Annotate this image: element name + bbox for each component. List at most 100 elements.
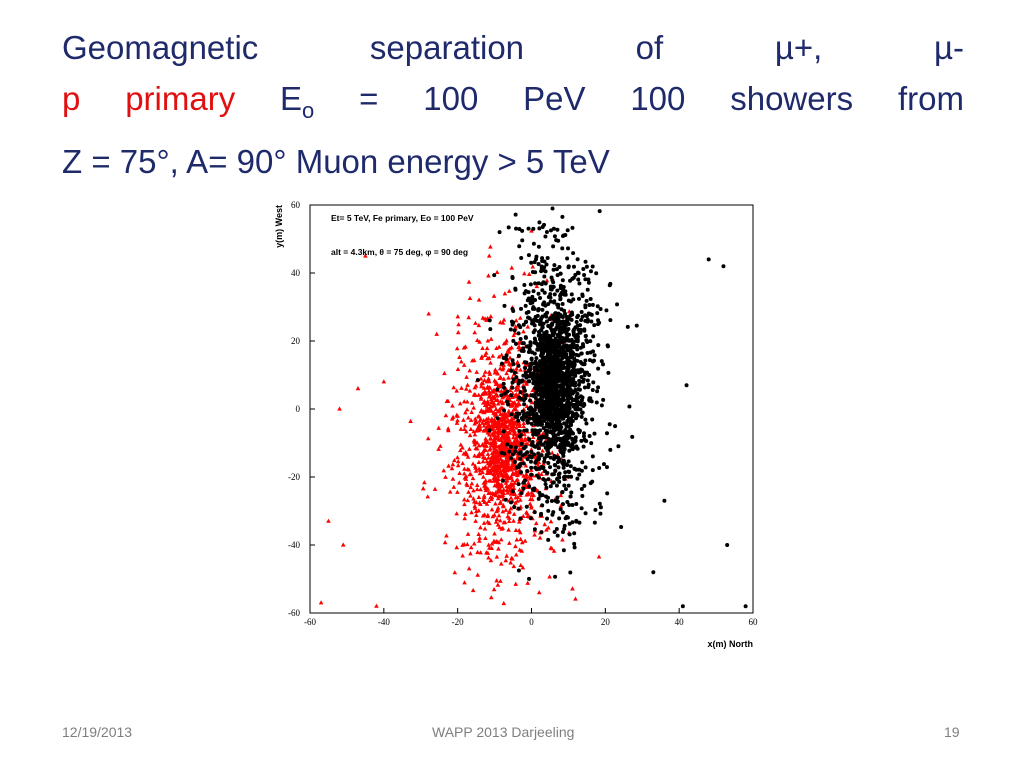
mu-plus-point (517, 446, 522, 451)
title-word: from (897, 80, 964, 117)
mu-plus-point (477, 471, 483, 476)
mu-plus-point (461, 497, 467, 502)
mu-minus-point (588, 481, 593, 486)
mu-minus-point (546, 413, 551, 418)
mu-minus-point (529, 472, 534, 477)
mu-minus-point (538, 409, 543, 414)
mu-minus-point (565, 367, 570, 372)
mu-minus-point (574, 518, 579, 523)
mu-minus-point (539, 385, 544, 390)
mu-minus-point (531, 452, 536, 457)
mu-plus-point (493, 391, 499, 397)
mu-plus-point (473, 392, 478, 397)
mu-minus-point (547, 363, 552, 368)
mu-plus-point (452, 457, 457, 463)
mu-minus-point (562, 421, 567, 426)
mu-plus-point (443, 474, 448, 479)
mu-plus-point (491, 293, 497, 298)
mu-minus-point (581, 379, 586, 384)
mu-plus-point (465, 482, 470, 488)
mu-minus-point (525, 457, 530, 462)
mu-plus-point (479, 442, 485, 447)
mu-plus-point (486, 379, 492, 384)
mu-plus-point (495, 409, 501, 414)
mu-plus-point (478, 550, 483, 555)
mu-minus-point (509, 412, 514, 417)
mu-minus-point (509, 456, 514, 461)
mu-plus-point (472, 463, 478, 468)
mu-minus-point (570, 377, 575, 382)
mu-minus-point (598, 505, 603, 510)
mu-plus-point (476, 531, 481, 536)
mu-minus-point (590, 417, 595, 422)
mu-minus-point (569, 292, 574, 297)
mu-plus-point (481, 400, 486, 405)
mu-minus-point (607, 422, 612, 427)
mu-minus-point (548, 228, 553, 233)
mu-minus-point (566, 246, 571, 251)
mu-minus-point (706, 257, 711, 262)
mu-minus-point (616, 444, 621, 449)
mu-plus-point (478, 525, 483, 530)
mu-plus-point (495, 496, 501, 501)
mu-plus-point (488, 313, 494, 319)
mu-minus-point (547, 333, 552, 338)
mu-plus-point (529, 446, 534, 452)
mu-plus-point (509, 345, 514, 350)
mu-plus-point (475, 549, 480, 555)
mu-minus-point (573, 371, 578, 376)
mu-minus-point (542, 290, 547, 295)
mu-minus-point (548, 351, 553, 356)
mu-plus-point (465, 497, 471, 503)
mu-minus-point (583, 305, 588, 310)
mu-minus-point (562, 447, 567, 452)
mu-minus-point (556, 422, 561, 427)
mu-plus-point (458, 359, 464, 364)
mu-minus-point (570, 520, 575, 525)
mu-plus-point (452, 570, 458, 575)
mu-plus-point (443, 413, 449, 418)
mu-plus-point (515, 402, 520, 407)
mu-plus-point (497, 428, 503, 433)
mu-plus-point (472, 505, 478, 510)
mu-plus-point (472, 385, 478, 390)
mu-minus-point (572, 467, 577, 472)
mu-minus-point (580, 493, 585, 498)
mu-plus-point (515, 359, 520, 364)
mu-plus-point (494, 578, 499, 583)
mu-minus-point (599, 359, 604, 364)
mu-minus-point (546, 451, 551, 456)
mu-plus-point (454, 420, 460, 425)
mu-minus-point (582, 272, 587, 277)
mu-minus-point (514, 375, 519, 380)
mu-plus-point (472, 503, 478, 508)
title-word-red: p (62, 80, 81, 117)
mu-minus-point (527, 316, 532, 321)
mu-plus-point (472, 438, 478, 443)
mu-plus-point (470, 461, 476, 466)
mu-minus-point (550, 384, 555, 389)
mu-plus-point (482, 526, 488, 531)
mu-plus-point (466, 279, 472, 284)
mu-minus-point (540, 288, 545, 293)
mu-plus-point (473, 418, 479, 423)
mu-minus-point (548, 292, 553, 297)
mu-plus-point (483, 535, 488, 541)
mu-minus-point (588, 269, 593, 274)
mu-minus-point (527, 484, 532, 489)
mu-plus-point (494, 345, 499, 351)
mu-minus-point (545, 394, 550, 399)
mu-plus-point (494, 554, 500, 559)
mu-minus-point (499, 393, 504, 398)
mu-minus-point (540, 325, 545, 330)
mu-minus-point (556, 383, 561, 388)
mu-plus-point (560, 537, 565, 542)
mu-plus-point (475, 337, 480, 343)
mu-minus-point (574, 416, 579, 421)
mu-plus-point (495, 458, 501, 463)
mu-minus-point (555, 495, 560, 500)
mu-plus-point (467, 368, 473, 373)
mu-plus-point (517, 529, 523, 535)
mu-minus-point (605, 344, 610, 349)
mu-plus-point (482, 352, 488, 357)
